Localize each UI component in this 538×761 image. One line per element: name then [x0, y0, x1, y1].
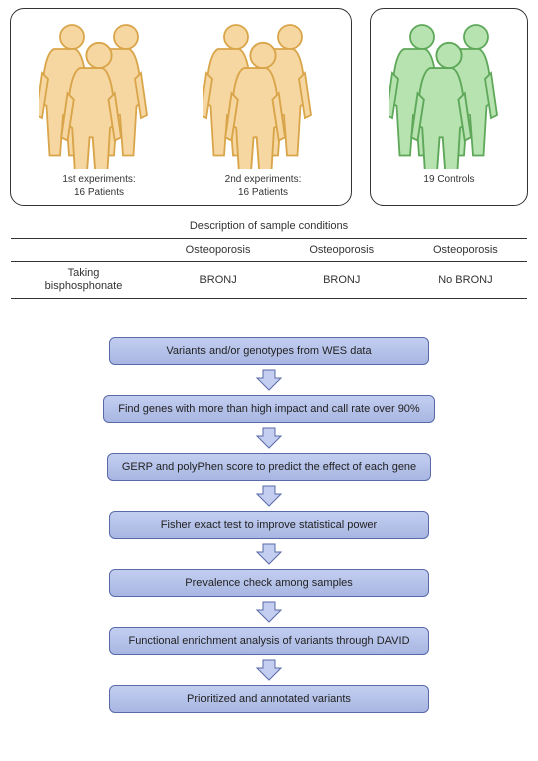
- flow-step-7: Prioritized and annotated variants: [109, 685, 429, 713]
- table-header-row: Osteoporosis Osteoporosis Osteoporosis: [11, 239, 527, 262]
- table-row-label: Taking bisphosphonate: [11, 262, 157, 299]
- rowlabel-line1: Taking: [68, 267, 100, 279]
- experiment-1-caption: 1st experiments: 16 Patients: [62, 173, 135, 199]
- flow-step-6: Functional enrichment analysis of varian…: [109, 627, 429, 655]
- experiment-2-caption: 2nd experiments: 16 Patients: [225, 173, 302, 199]
- table-header-1: Osteoporosis: [156, 239, 280, 262]
- patients-trio-1-icon: [39, 19, 159, 169]
- flow-step-5: Prevalence check among samples: [109, 569, 429, 597]
- exp2-line1: 2nd experiments:: [225, 174, 302, 185]
- flow-step-2: Find genes with more than high impact an…: [103, 395, 434, 423]
- table-cell-3: No BRONJ: [404, 262, 528, 299]
- patients-box: 1st experiments: 16 Patients 2nd experim…: [10, 8, 352, 206]
- flow-step-3: GERP and polyPhen score to predict the e…: [107, 453, 431, 481]
- table-cell-1: BRONJ: [156, 262, 280, 299]
- flow-arrow-icon: [256, 427, 282, 449]
- patients-trio-2-icon: [203, 19, 323, 169]
- rowlabel-line2: bisphosphonate: [45, 280, 123, 292]
- table-header-3: Osteoporosis: [404, 239, 528, 262]
- table-data-row: Taking bisphosphonate BRONJ BRONJ No BRO…: [11, 262, 527, 299]
- flow-arrow-icon: [256, 369, 282, 391]
- experiment-2-group: 2nd experiments: 16 Patients: [203, 19, 323, 199]
- table-title: Description of sample conditions: [0, 220, 538, 232]
- experiment-1-group: 1st experiments: 16 Patients: [39, 19, 159, 199]
- table-cell-2: BRONJ: [280, 262, 404, 299]
- flowchart: Variants and/or genotypes from WES data F…: [0, 337, 538, 713]
- controls-caption: 19 Controls: [423, 173, 474, 186]
- controls-box: 19 Controls: [370, 8, 528, 206]
- table-header-2: Osteoporosis: [280, 239, 404, 262]
- flow-arrow-icon: [256, 659, 282, 681]
- exp1-line1: 1st experiments:: [62, 174, 135, 185]
- flow-step-4: Fisher exact test to improve statistical…: [109, 511, 429, 539]
- exp2-line2: 16 Patients: [238, 187, 288, 198]
- flow-arrow-icon: [256, 543, 282, 565]
- exp1-line2: 16 Patients: [74, 187, 124, 198]
- flow-arrow-icon: [256, 601, 282, 623]
- top-section: 1st experiments: 16 Patients 2nd experim…: [0, 0, 538, 206]
- table-header-blank: [11, 239, 157, 262]
- flow-arrow-icon: [256, 485, 282, 507]
- controls-trio-icon: [389, 19, 509, 169]
- flow-step-1: Variants and/or genotypes from WES data: [109, 337, 429, 365]
- conditions-table: Osteoporosis Osteoporosis Osteoporosis T…: [11, 238, 527, 299]
